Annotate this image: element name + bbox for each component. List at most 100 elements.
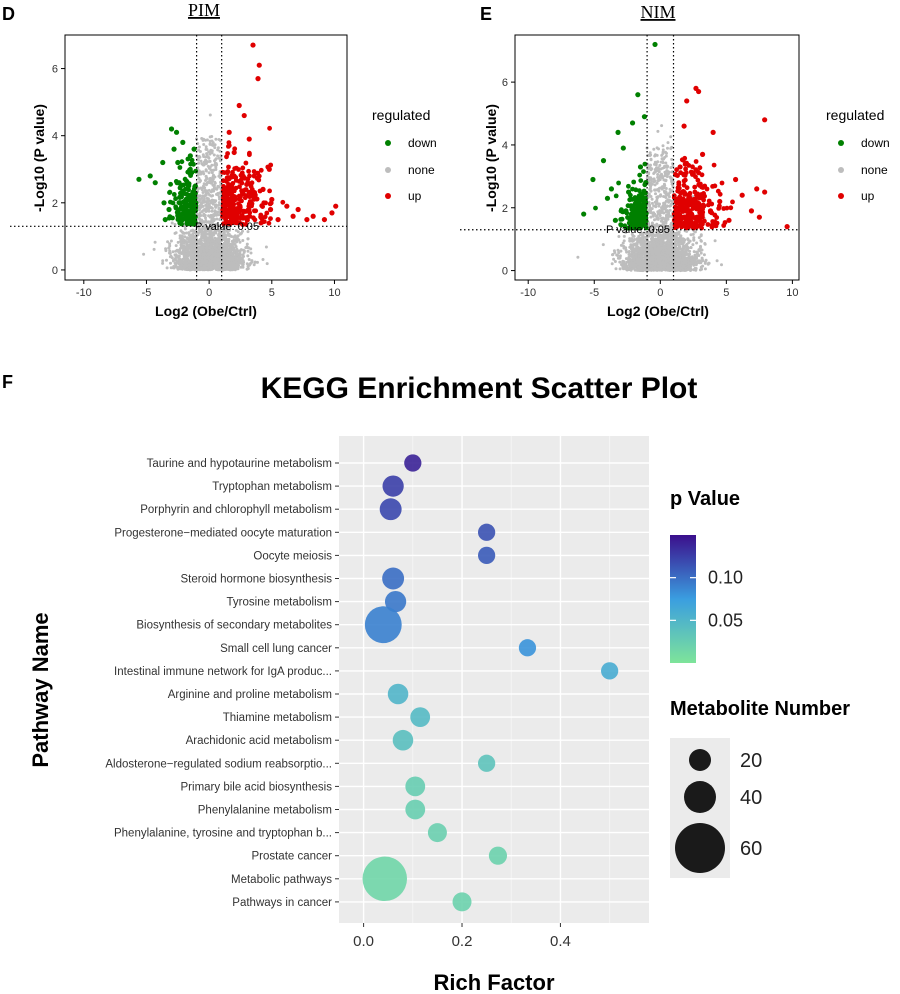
none-point [664,219,668,223]
up-point [295,206,301,213]
down-point [176,180,182,186]
none-point [214,168,218,171]
up-point [236,102,242,109]
none-point [212,189,216,193]
up-point [261,200,267,206]
none-point [667,258,671,262]
none-point [183,239,187,242]
none-point [178,261,182,265]
up-point [238,215,243,221]
none-point [209,148,213,152]
panel-e-letter: E [480,4,492,24]
none-point [175,255,179,259]
up-point [253,208,259,214]
none-point [222,236,226,240]
up-point [241,173,246,179]
none-point [713,239,717,243]
none-point [216,154,220,158]
none-point [656,264,660,268]
none-point [203,186,207,190]
none-point [619,249,623,253]
up-point [239,188,245,194]
none-point [185,261,189,265]
none-point [174,244,178,248]
none-point [694,263,698,267]
none-point [657,204,661,208]
none-point [204,169,208,173]
none-point [176,240,180,244]
none-point [205,189,209,193]
none-point [653,241,657,244]
none-point [689,269,692,272]
none-point [209,266,213,269]
none-point [660,219,664,223]
down-point [168,181,174,187]
none-point [683,252,687,256]
none-point [634,242,638,246]
none-point [695,241,699,245]
up-point [231,193,237,199]
none-point [664,172,668,175]
up-point [246,168,252,174]
down-point [187,153,193,159]
up-point [227,211,232,217]
none-point [649,257,653,260]
none-point [222,243,226,247]
none-point [199,214,203,217]
none-point [232,255,235,258]
none-point [175,248,179,252]
none-point [692,250,696,254]
none-point [201,191,205,194]
none-point [699,239,703,243]
down-point [186,187,192,193]
none-point [616,256,620,260]
none-point [232,260,236,264]
e-x-tick-label: 10 [786,287,798,299]
none-point [639,265,643,269]
up-point [256,177,262,183]
none-point [190,268,194,272]
none-point [245,242,249,246]
none-point [633,263,637,267]
none-point [658,163,662,167]
none-point [628,245,632,249]
none-point [640,257,643,261]
none-point [165,258,168,262]
none-point [687,261,691,265]
up-point [243,160,249,166]
none-point [181,246,185,250]
none-point [191,228,195,232]
none-point [198,180,202,184]
up-point [231,149,237,156]
down-point [136,176,142,182]
none-point [660,265,664,269]
none-point [665,199,669,203]
none-point [699,245,703,249]
none-point [641,235,645,239]
none-point [663,164,667,168]
none-point [647,166,651,170]
down-point [178,216,184,221]
none-point [231,247,235,251]
none-point [161,259,165,263]
none-point [224,260,228,264]
up-point [240,165,246,171]
none-point [168,242,172,246]
none-point [236,234,240,238]
down-point [178,190,185,196]
none-point [649,264,653,268]
none-point [219,252,223,256]
down-point [170,215,175,221]
none-point [225,244,229,248]
none-point [228,252,232,256]
panel-d-x-axis-label: Log2 (Obe/Ctrl) [155,303,257,319]
none-point [624,246,628,250]
none-point [675,251,679,255]
panel-d-legend-up: up [408,189,422,203]
none-point [178,248,181,252]
panel-e-title: NIM [641,2,676,22]
up-point [290,213,296,219]
none-point [208,152,212,156]
none-point [657,147,660,151]
